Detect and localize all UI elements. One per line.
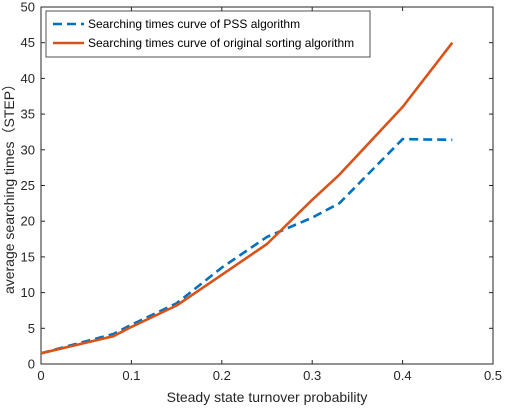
y-tick-label: 45	[21, 35, 35, 50]
y-tick-label: 40	[21, 71, 35, 86]
y-tick-label: 0	[28, 357, 35, 372]
y-tick-label: 10	[21, 285, 35, 300]
y-tick-label: 35	[21, 107, 35, 122]
x-axis-label: Steady state turnover probability	[167, 389, 368, 405]
legend-entry-pss: Searching times curve of PSS algorithm	[88, 17, 300, 31]
series-line-original	[40, 41, 454, 355]
y-tick-label: 5	[28, 321, 35, 336]
y-tick-label: 15	[21, 249, 35, 264]
x-tick-label: 0.3	[303, 368, 321, 383]
legend: Searching times curve of PSS algorithm S…	[45, 10, 371, 58]
x-tick-label: 0	[37, 368, 44, 383]
y-axis-ticks: 0 5 10 15 20 25 30 35 40 45 50	[21, 0, 493, 372]
y-tick-label: 20	[21, 214, 35, 229]
x-axis-ticks: 0 0.1 0.2 0.3 0.4 0.5	[37, 7, 502, 383]
series-line-pss	[40, 137, 453, 355]
axes-box	[40, 6, 494, 365]
y-axis-label: average searching times（STEP）	[1, 77, 17, 294]
y-tick-label: 30	[21, 142, 35, 157]
legend-entry-original: Searching times curve of original sortin…	[88, 36, 354, 50]
x-tick-label: 0.5	[484, 368, 502, 383]
x-tick-label: 0.2	[213, 368, 231, 383]
y-tick-label: 50	[21, 0, 35, 15]
y-tick-label: 25	[21, 178, 35, 193]
legend-box	[45, 10, 371, 58]
x-tick-label: 0.1	[122, 368, 140, 383]
x-tick-label: 0.4	[394, 368, 412, 383]
plot-area: 0 0.1 0.2 0.3 0.4 0.5 0 5 10 15 20 25 30 35 40 45 50	[21, 0, 503, 383]
series-lines	[40, 41, 454, 355]
